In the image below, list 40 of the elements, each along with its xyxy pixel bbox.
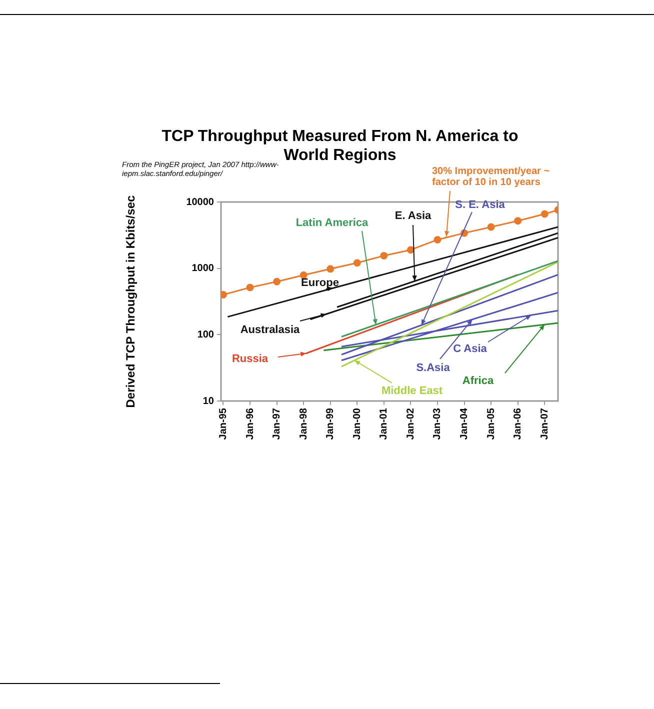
point [380,252,388,260]
y-tick-label: 1000 [192,263,214,274]
x-tick-label: Jan-00 [352,408,363,440]
series-label: Australasia [240,324,301,336]
x-tick-label: Jan-01 [378,408,390,440]
text: E. Asia [394,210,432,222]
x-tick-label: Jan-04 [459,408,470,440]
text: S.Asia [416,362,451,374]
point [434,236,442,244]
x-tick-label: Jan-02 [405,408,416,440]
text: Russia [232,353,269,366]
point [273,278,281,286]
annotation: 30% Improvement/year ~ factor of 10 in 10 years [432,166,551,188]
point [353,259,361,267]
x-tick-label: Jan-95 [218,408,229,440]
series-label: Europe [301,277,339,290]
y-axis-title: Derived TCP Throughput in Kbits/sec [124,194,138,408]
y-tick-label: 100 [197,329,214,340]
x-tick-label: Jan-98 [298,408,310,440]
x-tick-label: Jan-06 [512,408,524,440]
point [406,246,414,254]
x-tick-label: Jan-99 [325,408,336,440]
x-tick-label: Jan-07 [539,408,550,440]
series-label: C Asia [453,343,488,356]
x-tick-label: Jan-05 [486,408,497,440]
point [514,217,522,225]
point [487,223,495,231]
point [246,284,254,292]
point [300,271,308,279]
y-tick-label: 10000 [186,196,214,208]
x-tick-label: Jan-97 [272,408,283,440]
text: S. E. Asia [455,199,506,212]
text: Middle East [381,385,443,398]
x-tick-label: Jan-03 [432,408,444,440]
point [540,210,548,218]
point [326,265,334,273]
text: Africa [462,375,494,388]
y-tick-label: 10 [202,396,214,407]
x-tick-label: Jan-96 [244,408,256,440]
text: Latin America [296,217,370,230]
